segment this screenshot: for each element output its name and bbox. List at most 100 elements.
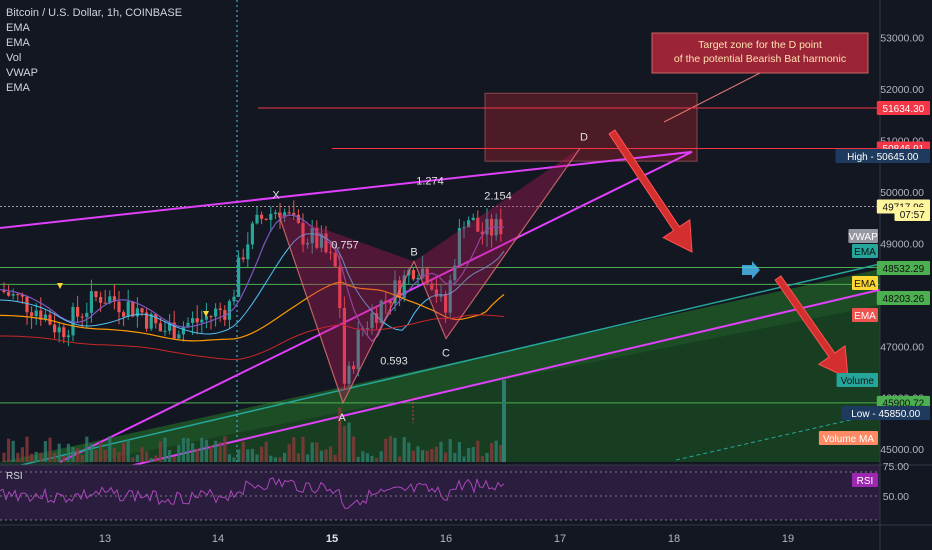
candle-body: [457, 228, 461, 266]
price-tag-8: EMA: [852, 276, 878, 290]
volume-bar: [177, 444, 181, 462]
candle-body: [467, 220, 471, 228]
volume-bar: [191, 443, 195, 462]
volume-bar: [255, 454, 259, 462]
volume-bar: [145, 451, 149, 462]
price-tag-bg: [818, 431, 878, 445]
volume-bar: [241, 441, 245, 462]
candle-body: [421, 268, 425, 278]
price-tag-5: VWAP: [848, 229, 878, 243]
volume-bar: [278, 457, 282, 462]
candle-body: [306, 243, 310, 245]
volume-bar: [462, 456, 466, 462]
volume-bar: [264, 441, 268, 462]
indicator-vwap[interactable]: VWAP: [6, 67, 38, 79]
volume-bar: [407, 442, 411, 462]
candle-body: [177, 334, 181, 339]
price-tag-2: High - 50645.00: [835, 149, 930, 163]
candle-body: [25, 296, 29, 313]
volume-bar: [292, 437, 296, 462]
volume-bar: [393, 437, 397, 462]
price-tag-4: 07:57: [894, 207, 930, 221]
volume-bar: [485, 452, 489, 462]
ratio-3: 2.154: [484, 191, 512, 203]
volume-bar: [453, 453, 457, 462]
x-tick-13: 13: [99, 533, 111, 545]
point-C: C: [442, 348, 450, 360]
candle-body: [356, 329, 360, 370]
price-tag-15: RSI: [852, 473, 878, 487]
volume-bar: [117, 452, 121, 462]
candle-body: [112, 296, 116, 302]
x-tick-16: 16: [440, 533, 452, 545]
volume-bar: [57, 443, 61, 462]
candle-body: [273, 212, 277, 214]
candle-body: [85, 312, 89, 318]
volume-bar: [218, 442, 222, 462]
volume-bar: [122, 442, 126, 462]
price-tag-text: Low - 45850.00: [851, 409, 920, 420]
y-tick-6: 47000.00: [880, 341, 924, 353]
candle-body: [393, 280, 397, 304]
candle-body: [370, 313, 374, 329]
x-tick-17: 17: [554, 533, 566, 545]
price-tag-bg: [841, 406, 930, 420]
price-tag-bg: [876, 261, 930, 275]
candle-body: [434, 289, 438, 297]
candle-body: [471, 217, 475, 221]
volume-bar: [269, 455, 273, 462]
price-tag-7: 48532.29: [876, 261, 930, 275]
candle-body: [135, 308, 139, 317]
volume-bar: [34, 451, 38, 462]
volume-bar: [172, 456, 176, 462]
candle-body: [324, 233, 328, 253]
volume-bar: [200, 437, 204, 462]
candle-body: [80, 316, 84, 318]
rising-trendline: [59, 150, 693, 463]
volume-bar: [379, 451, 383, 462]
volume-bar: [20, 447, 24, 462]
candle-body: [292, 213, 296, 215]
candle-body: [204, 316, 208, 320]
candle-body: [66, 335, 70, 338]
marker-1: [57, 283, 63, 289]
candle-body: [430, 283, 434, 290]
indicator-ema-2[interactable]: EMA: [6, 37, 30, 49]
candle-body: [246, 244, 250, 260]
candle-body: [163, 330, 167, 332]
candle-body: [342, 307, 346, 384]
price-tag-text: 07:57: [900, 210, 925, 221]
teal-trendline: [0, 263, 881, 471]
price-tag-bg: [852, 473, 878, 487]
volume-bar: [131, 457, 135, 462]
volume-bar: [181, 438, 185, 462]
volume-bar: [439, 441, 443, 462]
annotation-box: Target zone for the D point of the potent…: [651, 32, 869, 74]
indicator-ema-3[interactable]: EMA: [6, 82, 30, 94]
volume-bar: [384, 438, 388, 462]
candle-body: [186, 322, 190, 327]
ema-mid: [0, 233, 505, 335]
ratio-2: 1.274: [416, 175, 444, 187]
volume-bar-spike: [502, 380, 506, 462]
candle-body: [48, 314, 52, 325]
candle-body: [402, 275, 406, 298]
volume-bar: [329, 446, 333, 462]
candle-body: [260, 214, 264, 219]
volume-bar: [310, 442, 314, 462]
candle-body: [255, 214, 259, 224]
ratio-1: 0.593: [380, 355, 408, 367]
indicator-ema-1[interactable]: EMA: [6, 22, 30, 34]
volume-bar: [306, 454, 310, 462]
price-tag-14: Volume MA: [818, 431, 878, 445]
y-tick-3: 50000.00: [880, 187, 924, 199]
volume-bar: [434, 446, 438, 462]
price-tag-bg: [876, 291, 930, 305]
price-tag-10: EMA: [852, 308, 878, 322]
indicator-vol[interactable]: Vol: [6, 52, 22, 64]
volume-bar: [7, 438, 11, 462]
volume-bar: [149, 457, 153, 462]
y-tick-1: 52000.00: [880, 84, 924, 96]
volume-bar: [388, 436, 392, 462]
